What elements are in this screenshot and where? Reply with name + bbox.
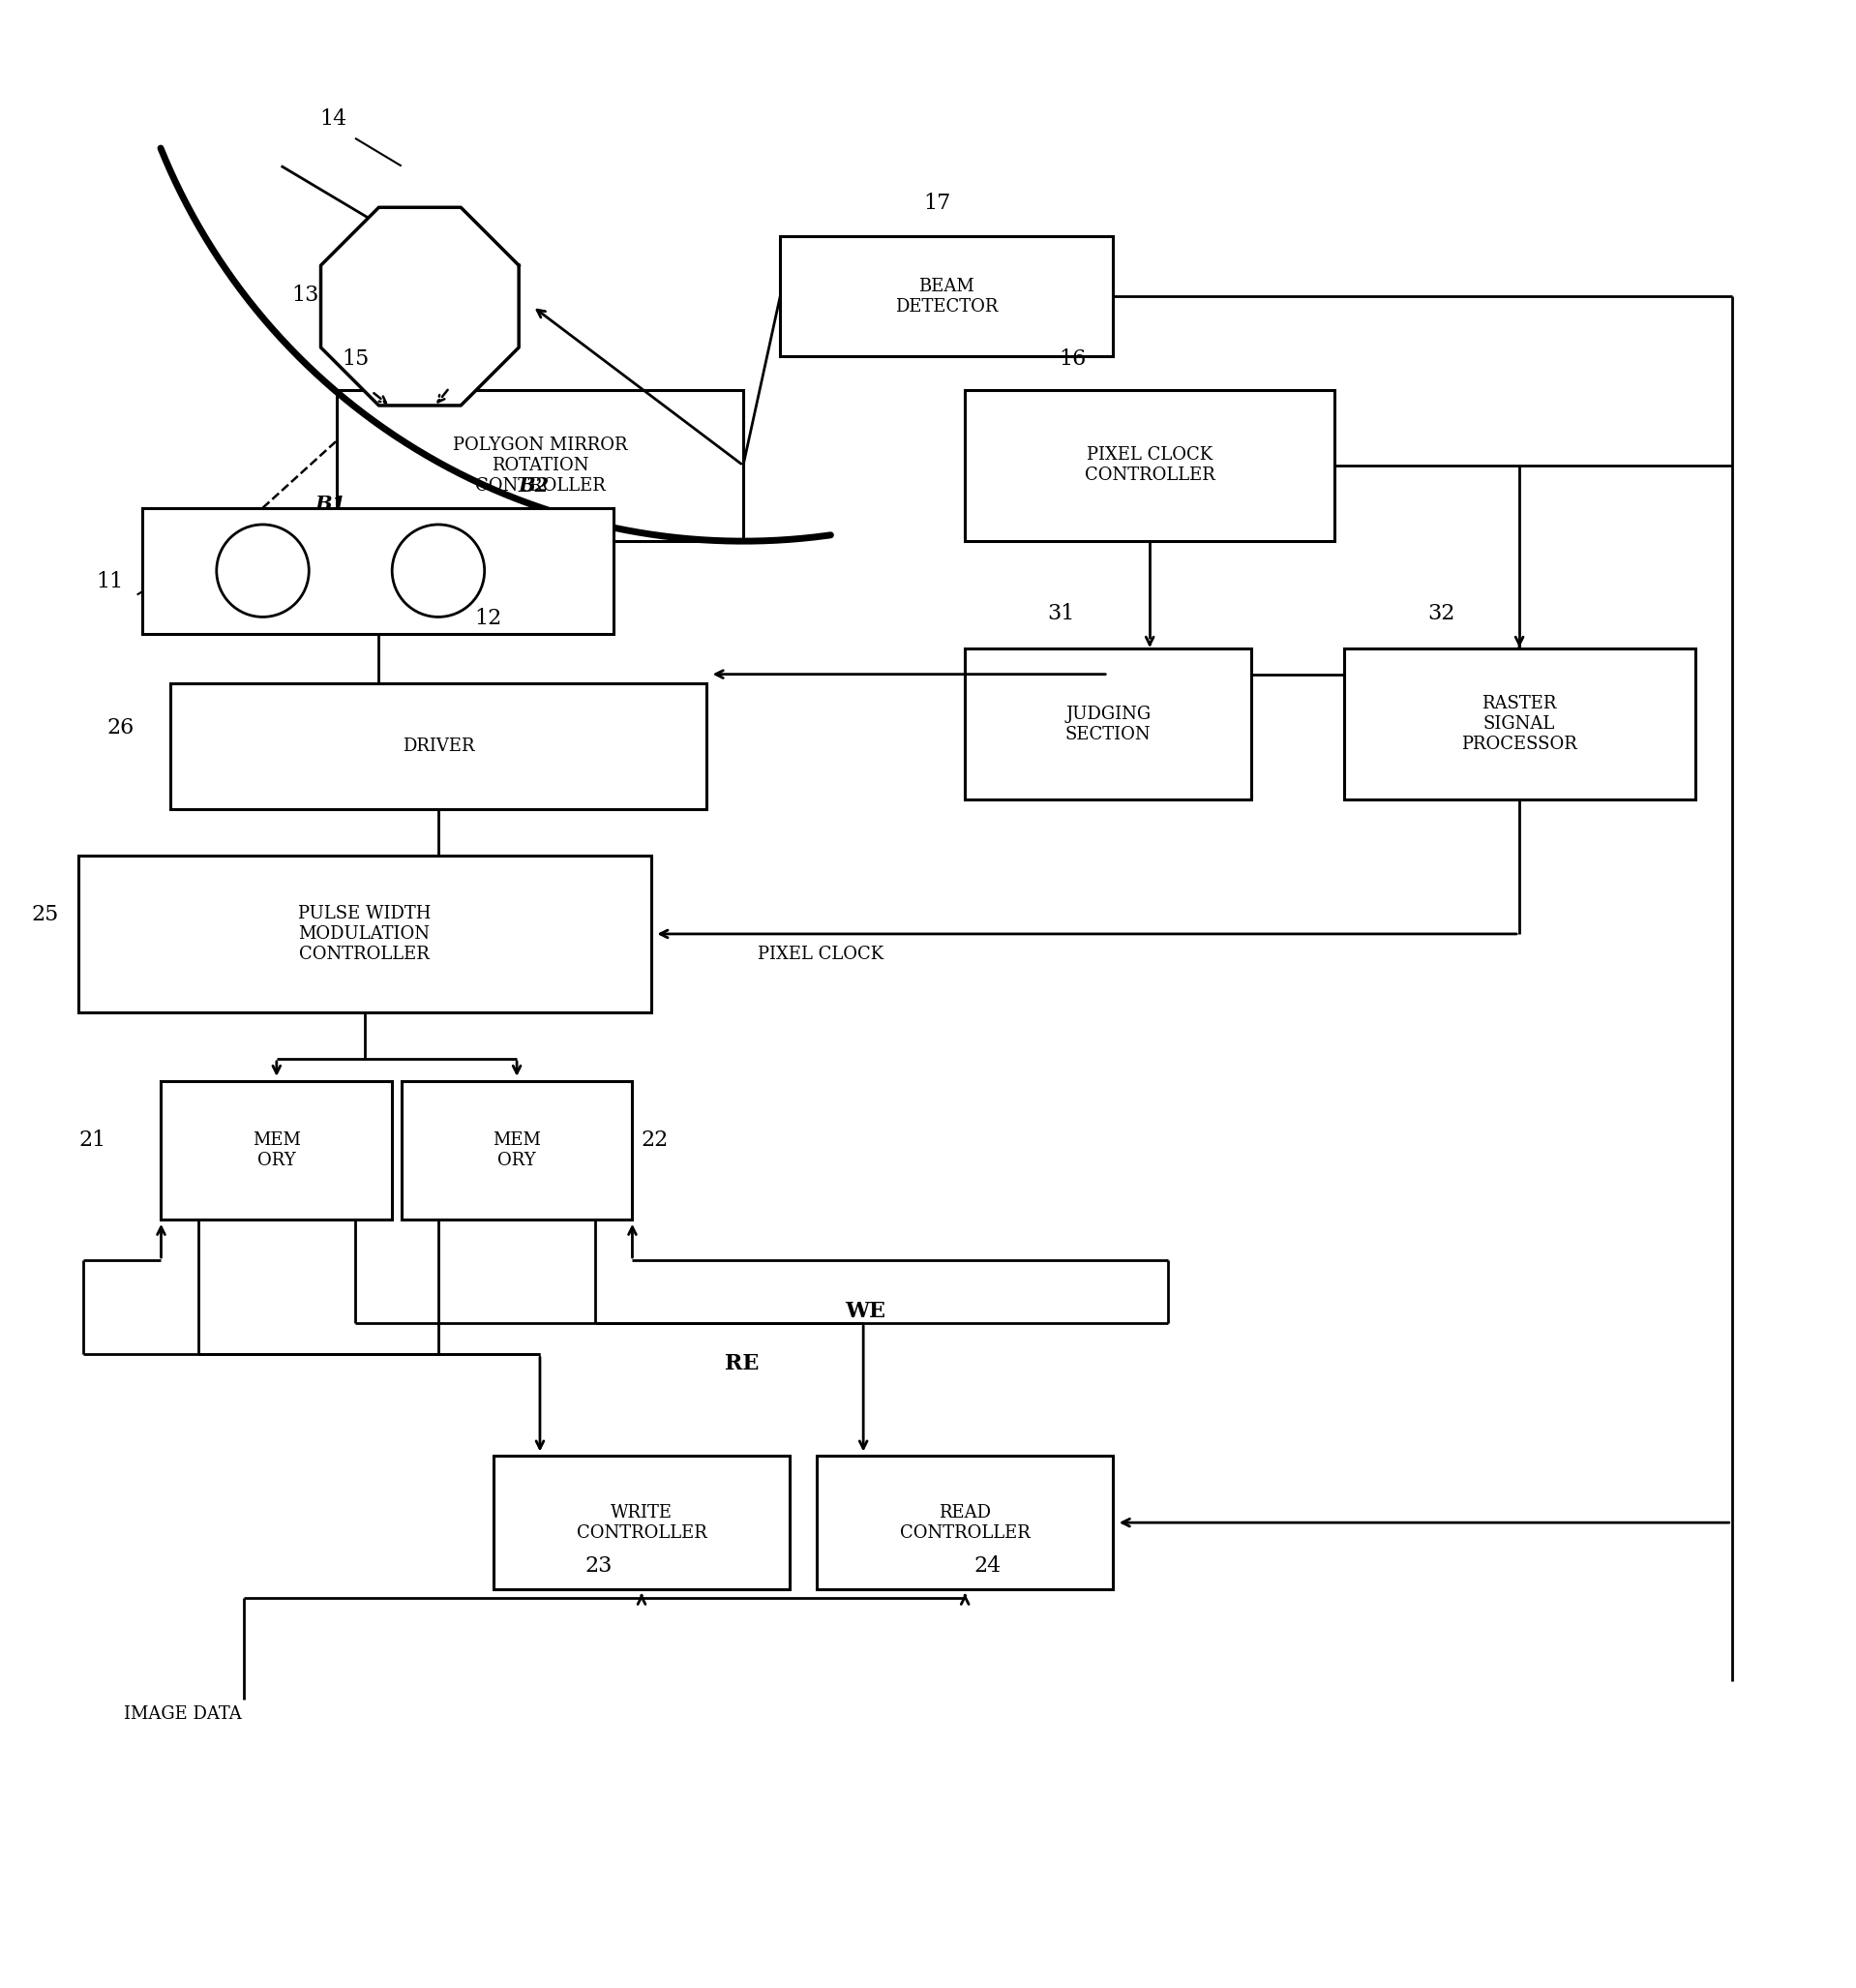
FancyBboxPatch shape bbox=[401, 1081, 633, 1219]
Text: B2: B2 bbox=[518, 475, 549, 495]
Text: 23: 23 bbox=[585, 1555, 612, 1576]
FancyBboxPatch shape bbox=[1344, 648, 1695, 799]
Text: RASTER
SIGNAL
PROCESSOR: RASTER SIGNAL PROCESSOR bbox=[1461, 696, 1578, 753]
FancyBboxPatch shape bbox=[817, 1455, 1114, 1588]
Text: 11: 11 bbox=[97, 571, 122, 592]
Text: 25: 25 bbox=[32, 905, 58, 926]
Text: PULSE WIDTH
MODULATION
CONTROLLER: PULSE WIDTH MODULATION CONTROLLER bbox=[299, 905, 431, 962]
Text: BEAM
DETECTOR: BEAM DETECTOR bbox=[895, 278, 999, 314]
FancyBboxPatch shape bbox=[965, 648, 1251, 799]
Text: 21: 21 bbox=[80, 1129, 106, 1151]
FancyBboxPatch shape bbox=[965, 390, 1334, 541]
Polygon shape bbox=[321, 207, 520, 406]
Text: 24: 24 bbox=[973, 1555, 1000, 1576]
Text: 32: 32 bbox=[1427, 602, 1455, 624]
Text: 16: 16 bbox=[1058, 348, 1086, 370]
Text: IMAGE DATA: IMAGE DATA bbox=[124, 1706, 241, 1722]
Text: B1: B1 bbox=[314, 495, 345, 513]
Text: 26: 26 bbox=[108, 718, 134, 740]
FancyBboxPatch shape bbox=[171, 684, 707, 809]
FancyBboxPatch shape bbox=[780, 237, 1114, 356]
FancyBboxPatch shape bbox=[336, 390, 742, 541]
Text: READ
CONTROLLER: READ CONTROLLER bbox=[900, 1503, 1030, 1541]
FancyBboxPatch shape bbox=[161, 1081, 392, 1219]
Text: POLYGON MIRROR
ROTATION
CONTROLLER: POLYGON MIRROR ROTATION CONTROLLER bbox=[453, 437, 627, 495]
FancyBboxPatch shape bbox=[494, 1455, 789, 1588]
Text: 12: 12 bbox=[475, 608, 501, 628]
Text: 15: 15 bbox=[342, 348, 369, 370]
Text: JUDGING
SECTION: JUDGING SECTION bbox=[1065, 706, 1151, 744]
Text: DRIVER: DRIVER bbox=[403, 738, 475, 755]
Text: MEM
ORY: MEM ORY bbox=[492, 1131, 540, 1169]
Text: 22: 22 bbox=[640, 1129, 668, 1151]
Text: PIXEL CLOCK
CONTROLLER: PIXEL CLOCK CONTROLLER bbox=[1084, 447, 1216, 485]
Text: 31: 31 bbox=[1047, 602, 1075, 624]
Text: 17: 17 bbox=[924, 193, 950, 215]
Text: WE: WE bbox=[844, 1300, 885, 1322]
Text: MEM
ORY: MEM ORY bbox=[252, 1131, 301, 1169]
Text: 13: 13 bbox=[291, 284, 319, 306]
FancyBboxPatch shape bbox=[143, 507, 614, 634]
Text: RE: RE bbox=[724, 1352, 759, 1374]
Text: PIXEL CLOCK: PIXEL CLOCK bbox=[757, 946, 883, 962]
FancyBboxPatch shape bbox=[78, 855, 651, 1012]
Text: WRITE
CONTROLLER: WRITE CONTROLLER bbox=[577, 1503, 707, 1541]
Text: 14: 14 bbox=[319, 109, 347, 129]
